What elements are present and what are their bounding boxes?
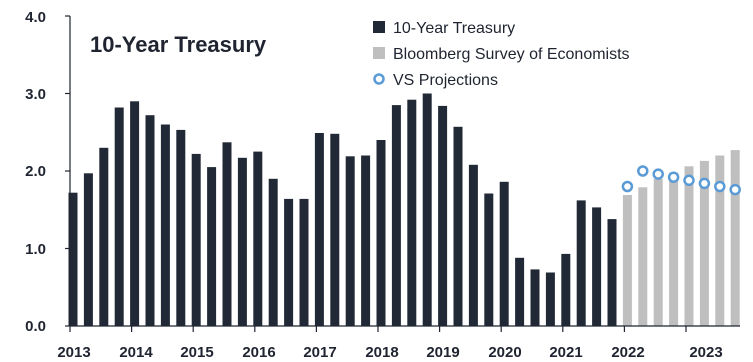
legend-swatch-survey [373,47,385,59]
y-tick-label: 0.0 [25,318,46,335]
survey-bar [653,178,663,327]
legend-label-projection: VS Projections [393,72,498,89]
legend-marker-projection [373,73,385,85]
survey-bar [622,195,632,326]
projection-points [621,165,741,196]
survey-bar [638,187,648,326]
survey-bars [622,150,740,327]
treasury-bar [284,198,294,326]
survey-bar [684,166,694,326]
treasury-bar [237,157,247,326]
x-tick-label: 2016 [242,344,275,361]
treasury-bar [83,173,93,326]
treasury-bar [361,155,371,326]
treasury-bar [376,140,386,326]
treasury-bar [407,99,417,326]
survey-bar [730,150,740,326]
y-tick-label: 3.0 [25,86,46,103]
treasury-bar [160,124,170,326]
treasury-bar [299,198,309,326]
projection-point [698,177,711,190]
y-tick-label: 4.0 [25,9,46,26]
x-tick-label: 2013 [57,344,90,361]
treasury-bar [545,272,555,326]
projection-point [683,174,695,187]
treasury-bar [484,193,494,326]
survey-bar [715,155,725,326]
treasury-bar [99,147,109,327]
treasury-bar [176,129,186,326]
treasury-bar [130,101,140,327]
projection-point [729,183,741,196]
treasury-bar [561,253,571,326]
legend-label-treasury: 10-Year Treasury [393,20,515,37]
x-tick-marks [69,326,687,332]
treasury-bar [468,164,478,326]
projection-point [637,165,649,177]
treasury-bar [253,151,263,326]
chart-title: 10-Year Treasury [90,32,267,57]
treasury-bar [145,115,155,326]
legend-swatch-treasury [373,21,385,33]
treasury-bar [592,207,602,326]
x-tick-label: 2020 [488,344,521,361]
projection-point [667,171,680,183]
legend: 10-Year Treasury Bloomberg Survey of Eco… [373,20,630,89]
legend-label-survey: Bloomberg Survey of Economists [393,46,630,63]
projection-point [621,180,634,193]
treasury-bar [576,200,586,326]
treasury-bar [268,178,278,327]
treasury-bar [438,105,448,327]
x-tick-label: 2021 [549,344,582,361]
y-tick-label: 1.0 [25,241,46,258]
treasury-bar [453,126,463,326]
treasury-bar [207,167,217,326]
x-tick-label: 2018 [365,344,398,361]
survey-bar [669,172,679,326]
x-tick-label: 2022 [611,344,644,361]
projection-point [652,168,664,180]
treasury-bar [222,142,232,326]
x-tick-label: 2017 [303,344,336,361]
y-tick-marks [65,15,70,327]
treasury-bar [114,107,124,326]
y-tick-label: 2.0 [25,163,46,180]
treasury-bar [345,156,355,326]
treasury-bar [530,269,540,326]
survey-bar [699,160,709,326]
x-tick-label: 2014 [119,344,153,361]
treasury-bar [314,133,324,326]
treasury-bar [499,181,509,326]
treasury-bar [68,192,78,326]
projection-point [714,180,726,193]
treasury-bars [68,93,617,327]
treasury-bar [330,133,340,326]
treasury-bar [191,153,201,326]
treasury-bar [422,93,432,326]
treasury-bar [515,257,525,326]
treasury-bar [391,105,401,326]
x-tick-label: 2015 [180,344,213,361]
x-tick-label: 2023 [689,344,722,361]
treasury-bar [607,219,617,326]
x-tick-label: 2019 [426,344,459,361]
